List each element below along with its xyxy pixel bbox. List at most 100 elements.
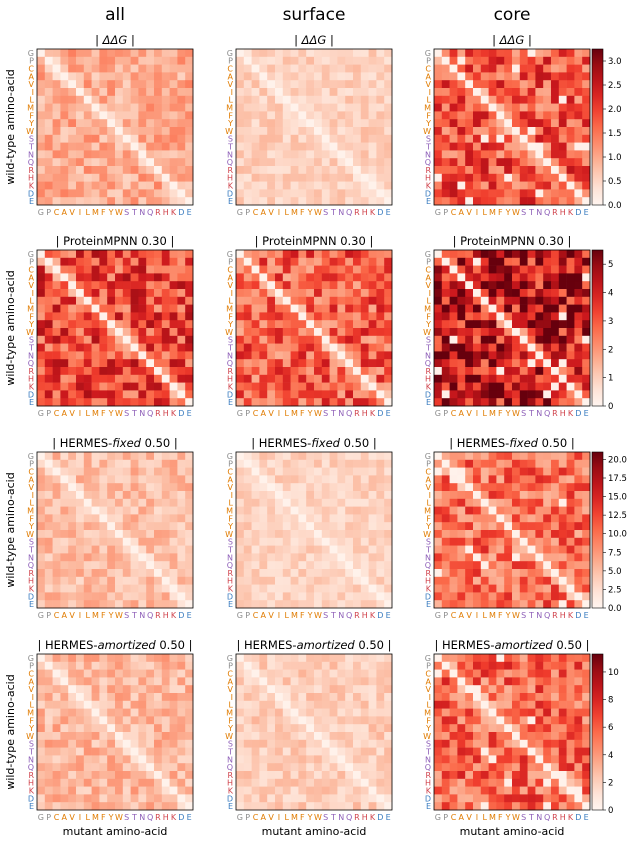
heatmap-cell [275, 600, 284, 609]
colorbar-tick-label: 1.0 [608, 153, 622, 163]
heatmap-cell [44, 72, 53, 81]
heatmap-cell [154, 763, 163, 772]
heatmap-cell [146, 771, 155, 780]
heatmap-cell [44, 537, 53, 546]
heatmap-cell [169, 95, 178, 104]
heatmap-cell [535, 142, 544, 151]
column-title-surface: surface [283, 5, 346, 25]
heatmap-cell [298, 467, 307, 476]
heatmap-cell [574, 289, 583, 298]
heatmap-cell [37, 452, 46, 461]
heatmap-cell [146, 747, 155, 756]
y-tick-label: P [228, 460, 233, 469]
heatmap-cell [504, 173, 513, 182]
heatmap-cell [267, 467, 276, 476]
heatmap-cell [290, 755, 299, 764]
heatmap-cell [473, 150, 482, 159]
heatmap-cell [115, 545, 124, 554]
heatmap-cell [368, 467, 377, 476]
heatmap-cell [267, 359, 276, 368]
heatmap-cell [384, 95, 393, 104]
heatmap-cell [566, 467, 575, 476]
heatmap-cell [368, 794, 377, 803]
heatmap-cell [115, 351, 124, 360]
heatmap-cell [384, 600, 393, 609]
heatmap-cell [290, 483, 299, 492]
heatmap-cell [384, 72, 393, 81]
x-tick-label: N [139, 813, 145, 822]
heatmap-cell [146, 553, 155, 562]
y-tick-label: C [227, 468, 233, 477]
heatmap-cell [512, 506, 521, 515]
y-tick-label: P [228, 57, 233, 66]
heatmap-cell [574, 483, 583, 492]
heatmap-cell [314, 142, 323, 151]
heatmap-cell [99, 685, 108, 694]
heatmap-cell [83, 289, 92, 298]
heatmap-cell [115, 600, 124, 609]
x-tick-label: K [370, 611, 376, 620]
heatmap-cell [185, 88, 194, 97]
heatmap-cell [353, 498, 362, 507]
x-tick-label: N [139, 208, 145, 217]
heatmap-cell [68, 677, 77, 686]
heatmap-cell [251, 452, 260, 461]
heatmap-cell [107, 173, 116, 182]
heatmap-cell [535, 88, 544, 97]
heatmap-cell [259, 545, 268, 554]
x-tick-label: C [253, 208, 259, 217]
heatmap-cell [558, 491, 567, 500]
heatmap-cell [146, 390, 155, 399]
heatmap-cell [496, 452, 505, 461]
heatmap-cell [473, 506, 482, 515]
heatmap-cell [161, 592, 170, 601]
heatmap-cell [37, 304, 46, 313]
heatmap-cell [558, 95, 567, 104]
heatmap-cell [60, 343, 69, 352]
heatmap-cell [138, 561, 147, 570]
x-tick-label: A [261, 611, 267, 620]
y-tick-label: Y [227, 522, 233, 531]
heatmap-cell [138, 491, 147, 500]
heatmap-cell [496, 498, 505, 507]
heatmap-cell [504, 514, 513, 523]
x-tick-label: S [323, 611, 328, 620]
heatmap-cell [566, 72, 575, 81]
heatmap-cell [99, 467, 108, 476]
heatmap-cell [76, 771, 85, 780]
x-tick-label: P [46, 813, 51, 822]
heatmap-cell [298, 475, 307, 484]
heatmap-cell [83, 553, 92, 562]
heatmap-cell [527, 367, 536, 376]
heatmap-cell [306, 506, 315, 515]
heatmap-cell [130, 335, 139, 344]
heatmap-cell [243, 553, 252, 562]
heatmap-cell [314, 335, 323, 344]
heatmap-cell [298, 80, 307, 89]
heatmap-cell [161, 265, 170, 274]
heatmap-cell [282, 304, 291, 313]
heatmap-cell [353, 197, 362, 206]
heatmap-cell [519, 56, 528, 65]
heatmap-cell [543, 498, 552, 507]
heatmap-cell [345, 700, 354, 709]
heatmap-cell [60, 452, 69, 461]
heatmap-cell [566, 553, 575, 562]
heatmap-cell [480, 491, 489, 500]
y-tick-label: P [426, 57, 431, 66]
heatmap-cell [314, 127, 323, 136]
y-tick-label: V [228, 685, 234, 694]
heatmap-cell [434, 530, 443, 539]
heatmap-cell [488, 584, 497, 593]
heatmap-cell [52, 514, 61, 523]
heatmap-cell [138, 359, 147, 368]
panel-title-part: 0.50 | [538, 436, 575, 450]
heatmap-cell [329, 739, 338, 748]
heatmap-cell [60, 545, 69, 554]
heatmap-cell [337, 95, 346, 104]
x-tick-label: T [131, 813, 137, 822]
heatmap-cell [535, 452, 544, 461]
heatmap-cell [37, 127, 46, 136]
heatmap-cell [321, 483, 330, 492]
x-tick-label: F [101, 409, 106, 418]
